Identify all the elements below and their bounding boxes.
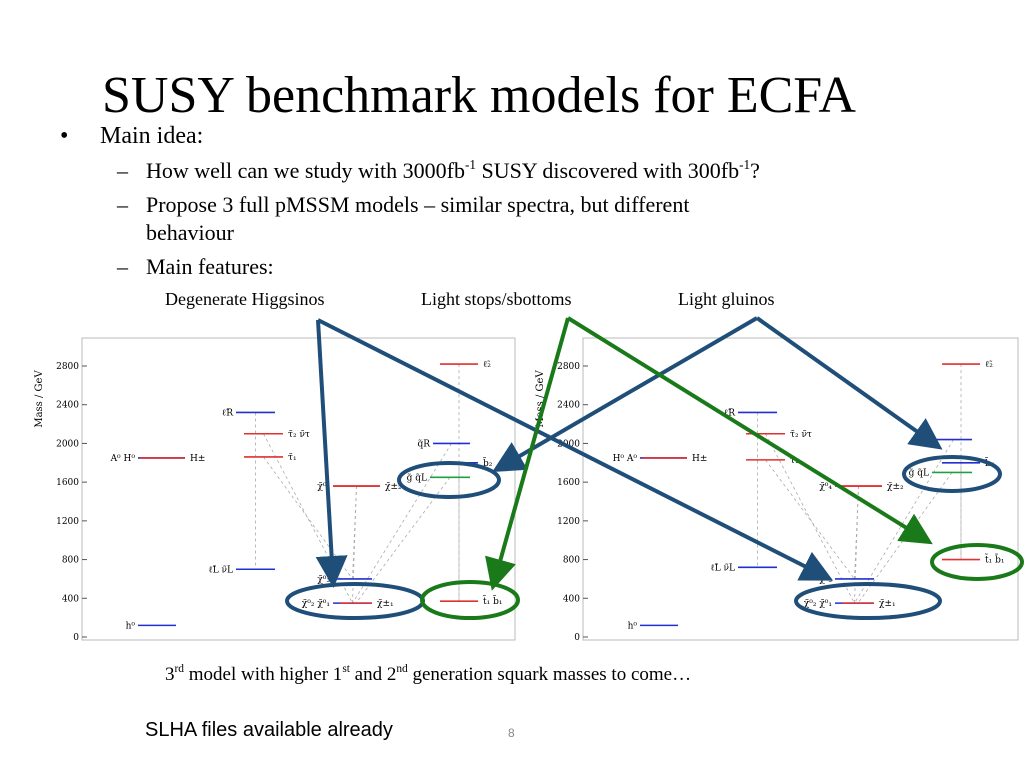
level-label: χ̃⁰₄	[317, 481, 330, 492]
y-tick-label: 1600	[557, 478, 580, 488]
level-label: χ̃⁰₃	[317, 574, 330, 585]
level-label: τ̃₂ ν̃τ	[288, 429, 310, 440]
level-label: ℓ̃₂	[483, 360, 491, 370]
plot-frame	[582, 337, 1019, 641]
level-label: χ̃±₂	[385, 481, 402, 492]
sup: rd	[174, 663, 185, 676]
y-tick-label: 2800	[56, 362, 79, 372]
text: and 2	[349, 664, 397, 685]
y-tick-label: 2000	[557, 439, 580, 449]
y-tick-label: 1600	[56, 478, 79, 488]
level-label: h⁰	[628, 621, 638, 631]
note: 3rd model with higher 1st and 2nd genera…	[165, 663, 692, 686]
y-tick-label: 400	[62, 594, 79, 604]
y-tick-label: 0	[73, 633, 79, 643]
text: model with higher 1	[184, 664, 343, 685]
level-label: χ̃±₁	[879, 598, 896, 609]
dash: –	[117, 254, 128, 279]
y-tick-label: 800	[62, 556, 79, 566]
level-label: H±	[692, 454, 707, 464]
level-label: A⁰ H⁰	[110, 454, 136, 464]
y-tick-label: 1200	[56, 517, 79, 527]
text: ?	[750, 158, 760, 183]
level-label: ℓ̃L ν̃L	[710, 562, 735, 573]
y-tick-label: 800	[563, 556, 580, 566]
feature-label: Light gluinos	[678, 289, 775, 309]
subitem: Propose 3 full pMSSM models – similar sp…	[146, 192, 690, 217]
dash: –	[117, 158, 128, 183]
level-label: H⁰ A⁰	[613, 454, 638, 464]
slide-title: SUSY benchmark models for ECFA	[102, 67, 856, 124]
y-axis-label: Mass / GeV	[34, 370, 45, 428]
level-label: ℓ̃₂	[985, 360, 993, 370]
y-tick-label: 2400	[557, 401, 580, 411]
decay-line	[263, 456, 353, 580]
level-label: τ̃₂ ν̃τ	[790, 429, 812, 440]
dash: –	[117, 192, 128, 217]
level-label: χ̃⁰₂ χ̃⁰₁	[302, 598, 330, 609]
bullet-marker: •	[60, 123, 69, 149]
level-label: ℓ̃R	[222, 408, 233, 418]
y-tick-label: 1200	[557, 517, 580, 527]
sup: nd	[396, 663, 408, 676]
text: SUSY discovered with 300fb	[475, 158, 740, 183]
subitem: How well can we study with 3000fb-1 SUSY…	[146, 158, 760, 184]
text: generation squark masses to come…	[407, 664, 692, 685]
decay-line	[263, 433, 353, 604]
level-label: q̃R	[417, 438, 430, 449]
sup: -1	[739, 156, 751, 172]
feature-label: Light stops/sbottoms	[421, 289, 572, 309]
subitem: behaviour	[146, 220, 234, 245]
level-label: H±	[190, 454, 205, 464]
level-label: χ̃⁰₂ χ̃⁰₁	[804, 598, 832, 609]
level-label: ℓ̃L ν̃L	[208, 564, 233, 575]
bullet: Main idea:	[100, 123, 204, 149]
sup: -1	[464, 156, 476, 172]
footer: SLHA files available already	[145, 719, 393, 741]
plot-frame	[81, 337, 516, 641]
y-tick-label: 400	[563, 594, 580, 604]
level-label: τ̃₁	[790, 455, 799, 466]
sup: st	[342, 663, 350, 676]
y-tick-label: 2800	[557, 362, 580, 372]
level-label: h⁰	[126, 621, 136, 631]
y-tick-label: 2000	[56, 439, 79, 449]
level-label: χ̃±₁	[377, 598, 394, 609]
level-label: χ̃±₂	[887, 481, 904, 492]
feature-label: Degenerate Higgsinos	[165, 289, 325, 309]
level-label: g̃ q̃L	[909, 467, 929, 478]
y-tick-label: 0	[574, 633, 580, 643]
level-label: ℓ̃R	[724, 408, 735, 418]
y-tick-label: 2400	[56, 401, 79, 411]
level-label: χ̃⁰₃	[819, 574, 832, 585]
y-axis-label: Mass / GeV	[535, 370, 546, 428]
subitem: Main features:	[146, 254, 274, 279]
level-label: g̃ q̃L	[407, 472, 427, 483]
text: 3	[165, 664, 175, 685]
page-number: 8	[508, 726, 515, 740]
level-label: τ̃₁	[288, 452, 297, 463]
level-label: χ̃⁰₄	[819, 481, 832, 492]
text: How well can we study with 3000fb	[146, 158, 465, 183]
